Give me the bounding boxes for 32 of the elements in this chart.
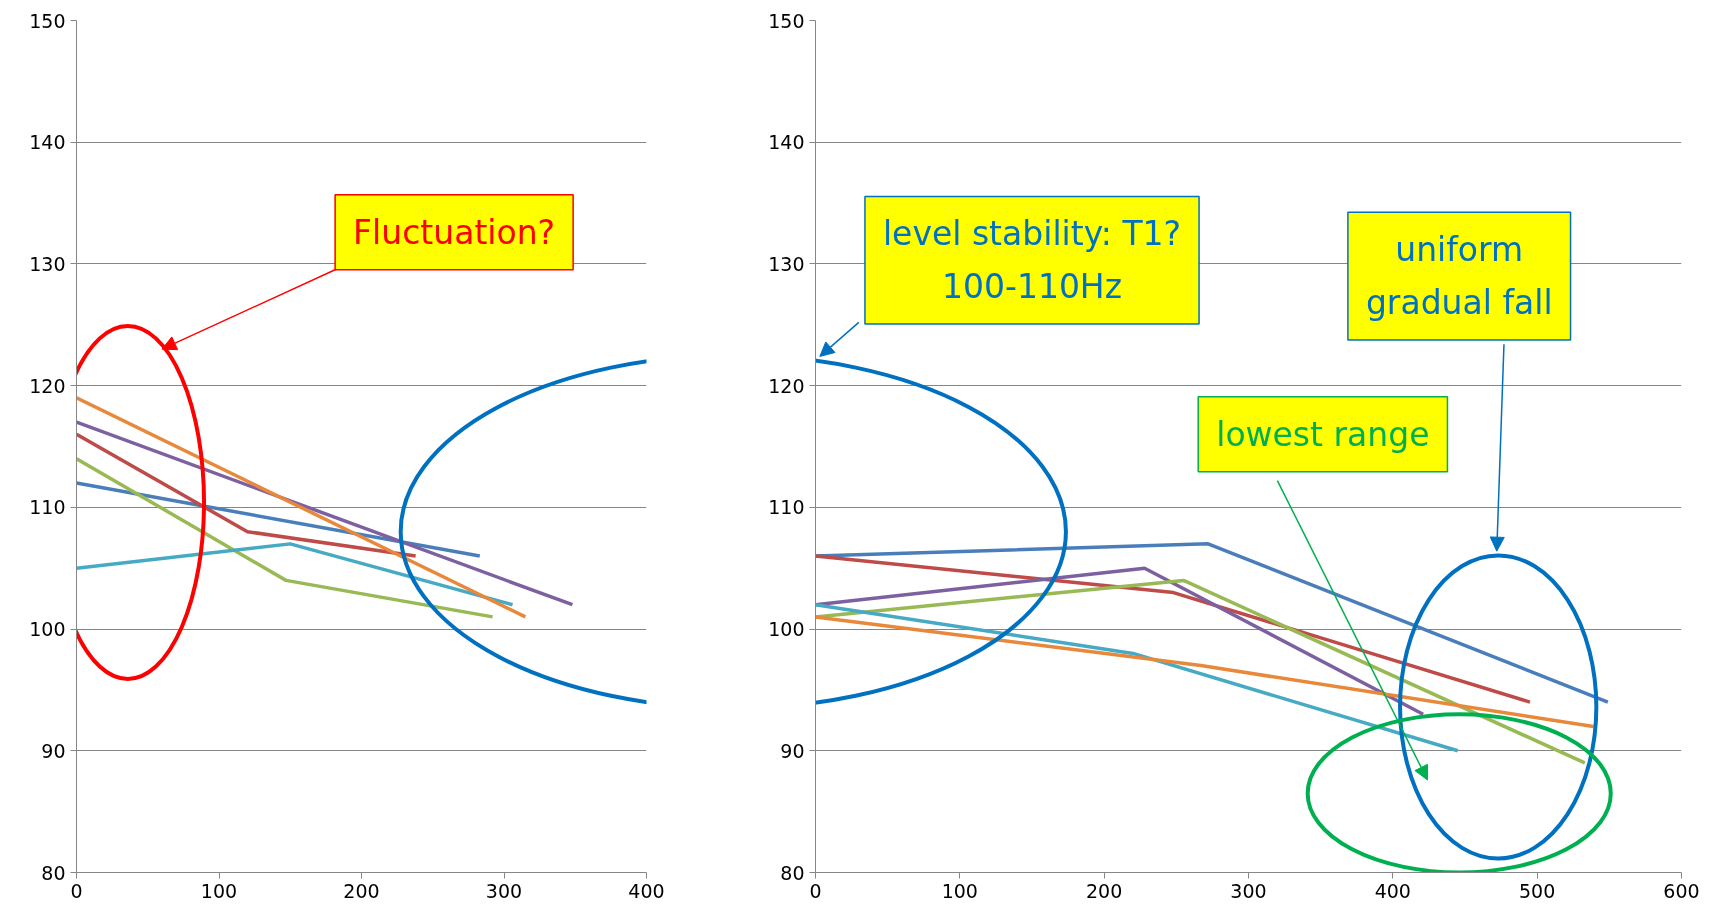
- y-tick-label: 120: [768, 374, 805, 397]
- y-tick-label: 90: [41, 739, 66, 762]
- annotation: Fluctuation?: [353, 212, 556, 252]
- y-tick-label: 140: [29, 131, 66, 154]
- annotation: lowest range: [1216, 414, 1430, 454]
- x-tick-label: 300: [485, 879, 523, 902]
- annotation: uniform gradual fall: [1365, 230, 1553, 322]
- y-tick-label: 80: [41, 861, 66, 884]
- y-tick-label: 130: [768, 252, 805, 275]
- y-tick-label: 140: [768, 131, 805, 154]
- x-tick-label: 400: [628, 879, 665, 902]
- y-tick-label: 130: [29, 252, 66, 275]
- x-tick-label: 500: [1519, 879, 1556, 902]
- x-tick-label: 100: [941, 879, 978, 902]
- x-tick-label: 200: [1086, 879, 1123, 902]
- x-tick-label: 400: [1374, 879, 1411, 902]
- x-tick-label: 100: [200, 879, 238, 902]
- x-tick-label: 600: [1663, 879, 1700, 902]
- y-tick-label: 150: [29, 9, 66, 32]
- y-tick-label: 150: [768, 9, 805, 32]
- y-tick-label: 90: [780, 739, 805, 762]
- annotation: level stability: T1? 100-110Hz: [882, 214, 1182, 307]
- x-tick-label: 300: [1230, 879, 1267, 902]
- y-tick-label: 100: [768, 618, 805, 641]
- y-tick-label: 80: [780, 861, 805, 884]
- y-tick-label: 110: [29, 496, 66, 519]
- y-tick-label: 100: [29, 618, 66, 641]
- y-tick-label: 120: [29, 374, 66, 397]
- y-tick-label: 110: [768, 496, 805, 519]
- x-tick-label: 0: [70, 879, 83, 902]
- x-tick-label: 0: [809, 879, 822, 902]
- x-tick-label: 200: [343, 879, 380, 902]
